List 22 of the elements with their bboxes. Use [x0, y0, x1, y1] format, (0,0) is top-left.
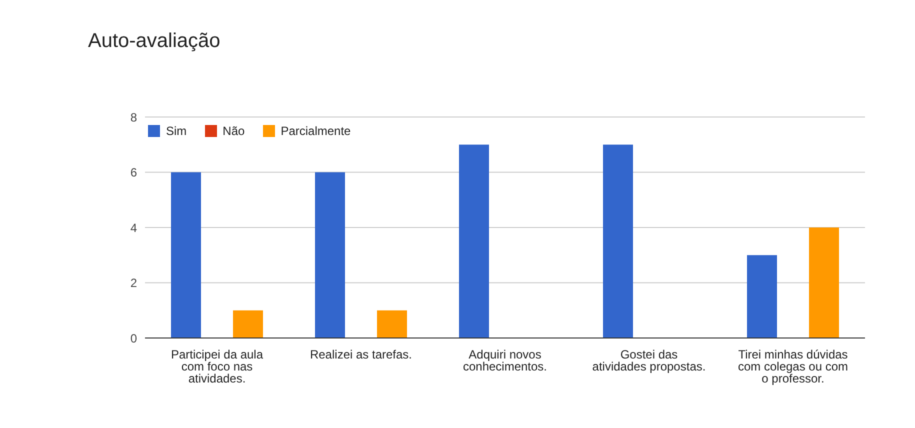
bar — [603, 144, 633, 338]
y-tick-label: 0 — [130, 331, 138, 346]
x-tick-label: Participei da aula com foco nas atividades. — [170, 348, 264, 386]
y-tick-label: 4 — [130, 220, 138, 235]
x-tick-label: Realizei as tarefas. — [310, 348, 412, 362]
y-tick-label: 6 — [130, 166, 138, 180]
bar — [315, 172, 345, 338]
y-tick-label: 2 — [130, 276, 138, 290]
x-tick-label: Tirei minhas dúvidas com colegas ou com o professor. — [738, 348, 848, 386]
legend-label: Não — [222, 124, 245, 138]
legend-label: Sim — [166, 124, 187, 138]
bar — [377, 310, 407, 338]
legend-label: Parcialmente — [280, 124, 351, 138]
y-tick-label: 8 — [130, 110, 138, 124]
bar — [747, 255, 777, 338]
bar — [809, 228, 839, 338]
bar — [459, 144, 489, 338]
x-tick-label: Adquiri novos conhecimentos. — [462, 348, 548, 374]
bar — [233, 310, 263, 338]
x-tick-label: Gostei das atividades propostas. — [592, 348, 706, 374]
chart-title: Auto-avaliação — [88, 30, 220, 53]
bar — [171, 172, 201, 338]
